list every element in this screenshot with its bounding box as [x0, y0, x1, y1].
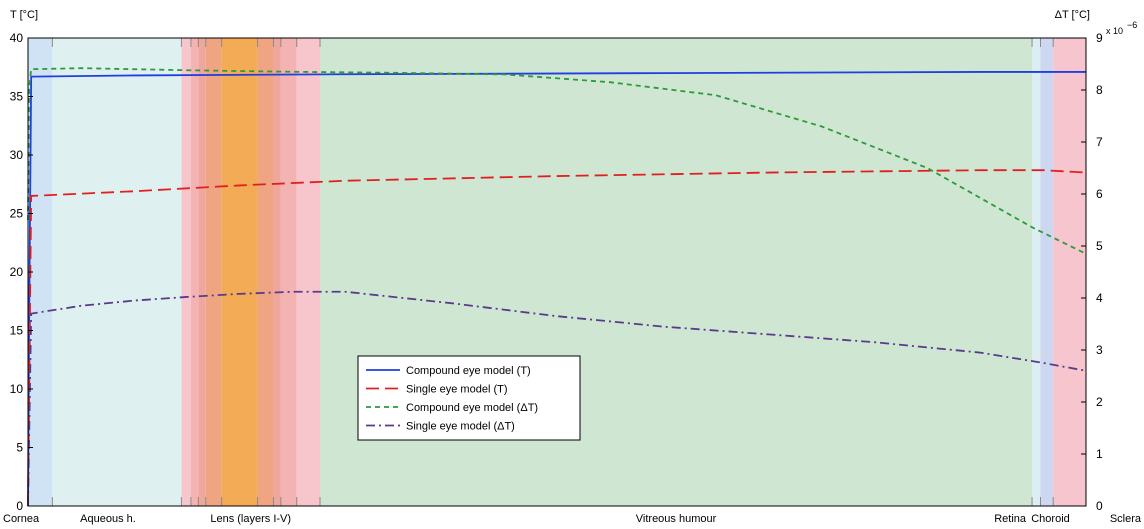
- tissue-regions: [28, 38, 1086, 506]
- region-label-14: Sclera: [1110, 513, 1142, 525]
- legend-label-3: Single eye model (ΔT): [406, 421, 515, 433]
- series-line-3: [27, 290, 1087, 507]
- left-tick-label-6: 30: [10, 148, 24, 162]
- legend-label-2: Compound eye model (ΔT): [406, 402, 538, 414]
- left-tick-label-5: 25: [10, 207, 24, 221]
- region-label-1: Aqueous h.: [80, 513, 136, 525]
- region-label-0: Cornea: [3, 513, 40, 525]
- left-tick-label-4: 20: [10, 265, 24, 279]
- region-6: [221, 38, 258, 506]
- right-tick-label-2: 2: [1096, 395, 1103, 409]
- legend-label-1: Single eye model (T): [406, 384, 508, 396]
- left-tick-label-1: 5: [16, 441, 23, 455]
- right-tick-label-1: 1: [1096, 447, 1103, 461]
- region-13: [1040, 38, 1054, 506]
- legend: Compound eye model (T) Single eye model (…: [357, 355, 581, 441]
- data-series: [27, 67, 1087, 507]
- left-axis-title: T [°C]: [10, 9, 38, 21]
- left-tick-label-7: 35: [10, 90, 24, 104]
- left-tick-label-0: 0: [16, 499, 23, 513]
- right-tick-label-5: 5: [1096, 239, 1103, 253]
- right-axis-exponent-power: −6: [1127, 20, 1137, 30]
- labels: T [°C] ΔT [°C] x 10 −6 Cornea Aqueous h. Vitre…: [3, 9, 1142, 525]
- series-line-1: [27, 169, 1087, 507]
- region-1: [52, 38, 182, 506]
- right-tick-label-3: 3: [1096, 343, 1103, 357]
- left-tick-label-3: 15: [10, 324, 24, 338]
- region-10: [296, 38, 321, 506]
- right-tick-label-7: 7: [1096, 135, 1103, 149]
- region-12: [1032, 38, 1041, 506]
- region-9: [280, 38, 297, 506]
- region-label-12: Retina: [994, 513, 1027, 525]
- region-3: [190, 38, 199, 506]
- right-axis-title: ΔT [°C]: [1055, 9, 1090, 21]
- right-tick-label-9: 9: [1096, 31, 1103, 45]
- region-label-13: Choroid: [1031, 513, 1070, 525]
- region-14: [1053, 38, 1086, 506]
- region-4: [198, 38, 206, 506]
- region-boundaries: [51, 38, 1054, 506]
- region-8: [273, 38, 281, 506]
- region-label-11: Vitreous humour: [636, 513, 717, 525]
- region-5: [205, 38, 222, 506]
- right-tick-label-0: 0: [1096, 499, 1103, 513]
- left-tick-label-2: 10: [10, 382, 24, 396]
- legend-label-0: Compound eye model (T): [406, 365, 531, 377]
- region-2: [181, 38, 191, 506]
- right-tick-label-8: 8: [1096, 83, 1103, 97]
- lens-group-label: Lens (layers I-V): [210, 513, 291, 525]
- left-tick-label-8: 40: [10, 31, 24, 45]
- right-axis-exponent-base: x 10: [1106, 26, 1123, 36]
- right-tick-label-4: 4: [1096, 291, 1103, 305]
- axes: 0 5 10 15 20 25 30 35 40 0 1 2 3 4 5 6 7 8 9: [10, 31, 1103, 513]
- series-line-2: [27, 67, 1087, 255]
- region-7: [257, 38, 274, 506]
- right-tick-label-6: 6: [1096, 187, 1103, 201]
